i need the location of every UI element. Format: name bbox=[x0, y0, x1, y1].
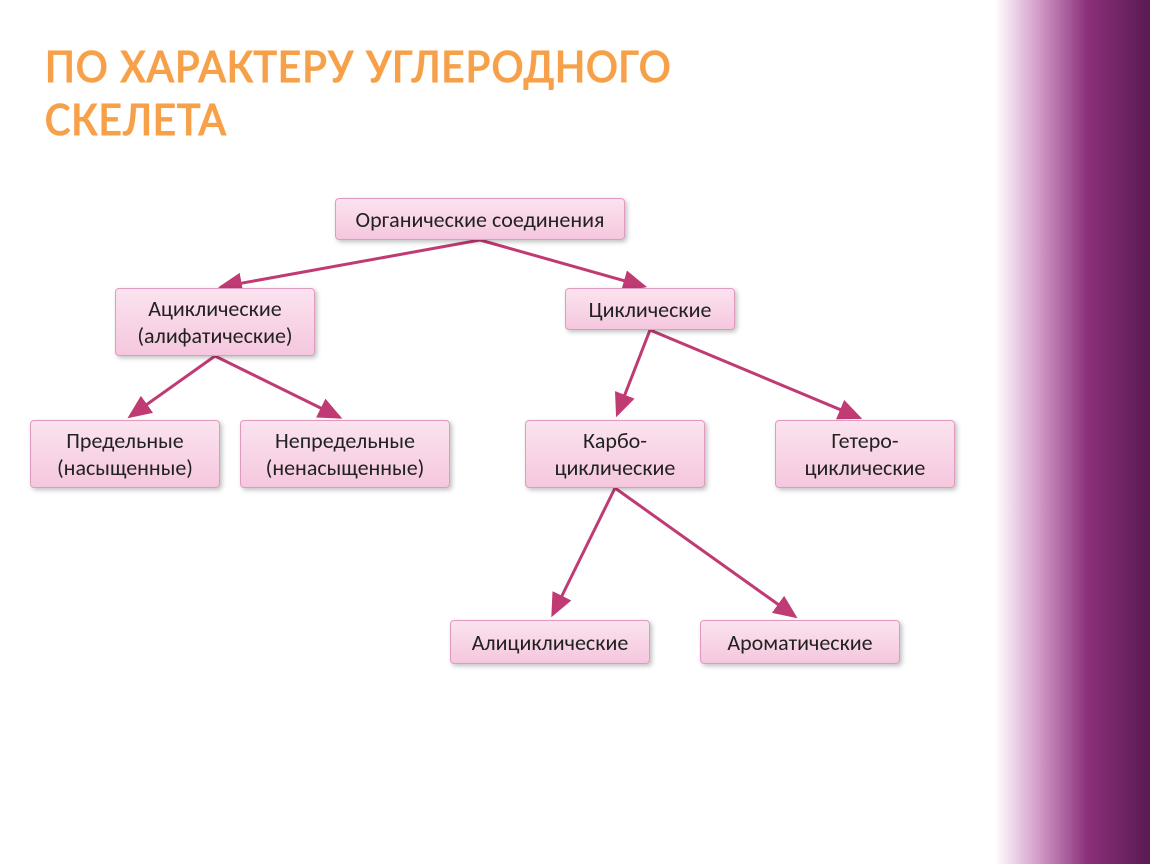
diagram-node-sat: Предельные (насыщенные) bbox=[30, 420, 220, 488]
diagram-node-unsat: Непредельные (ненасыщенные) bbox=[240, 420, 450, 488]
diagram-node-arom: Ароматические bbox=[700, 620, 900, 664]
sidebar-gradient bbox=[995, 0, 1150, 864]
diagram-edge-cyc-carbo bbox=[617, 330, 650, 414]
diagram-edge-cyc-hetero bbox=[650, 330, 859, 418]
diagram-edge-root-acyc bbox=[221, 240, 480, 287]
diagram-edge-carbo-ali bbox=[553, 488, 615, 615]
diagram-edge-carbo-arom bbox=[615, 488, 795, 617]
diagram-node-ali: Алициклические bbox=[450, 620, 650, 664]
diagram-node-acyc: Ациклические (алифатические) bbox=[115, 288, 315, 356]
diagram-node-cyc: Циклические bbox=[565, 288, 735, 330]
diagram-node-carbo: Карбо- циклические bbox=[525, 420, 705, 488]
diagram-node-root: Органические соединения bbox=[335, 198, 625, 240]
diagram-edge-acyc-sat bbox=[130, 356, 215, 417]
diagram-edge-root-cyc bbox=[480, 240, 644, 286]
slide-stage: ПО ХАРАКТЕРУ УГЛЕРОДНОГО СКЕЛЕТА Органич… bbox=[0, 0, 1150, 864]
slide-title: ПО ХАРАКТЕРУ УГЛЕРОДНОГО СКЕЛЕТА bbox=[45, 40, 672, 146]
diagram-edge-acyc-unsat bbox=[215, 356, 340, 417]
diagram-node-hetero: Гетеро- циклические bbox=[775, 420, 955, 488]
